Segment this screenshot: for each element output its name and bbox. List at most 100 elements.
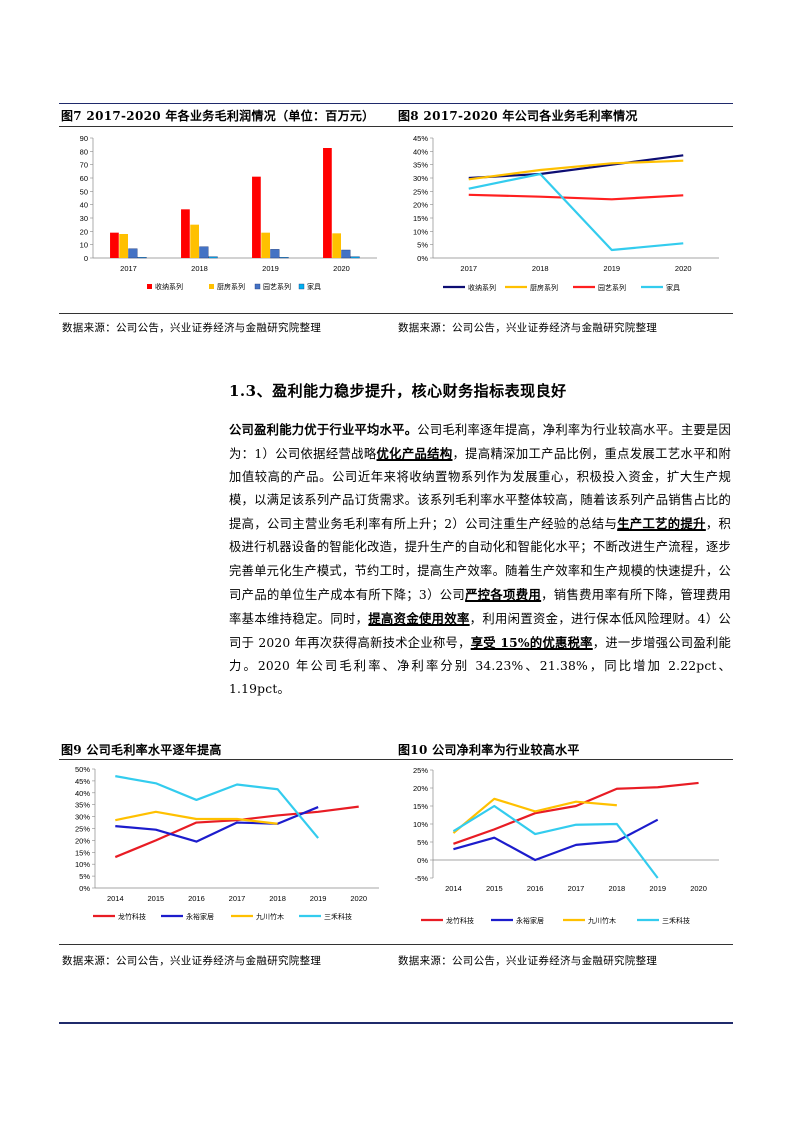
fig7-title: 图7 2017-2020 年各业务毛利润情况（单位：百万元） [61,109,375,123]
legend-label: 九川竹木 [256,912,284,921]
y-tick-label: 15% [75,848,90,857]
bar [332,233,341,258]
x-tick-label: 2018 [191,264,208,273]
bar [350,256,360,259]
highlight-capital-efficiency: 提高资金使用效率 [368,610,470,626]
y-tick-label: 50% [75,765,90,774]
legend-label: 收纳系列 [468,283,496,292]
y-tick-label: 40 [80,201,88,210]
y-tick-label: 50 [80,187,88,196]
highlight-cost-control: 严控各项费用 [465,586,542,602]
bar [119,234,128,258]
lead-sentence: 公司盈利能力优于行业平均水平。 [229,422,418,437]
series-line [453,781,699,845]
y-tick-label: 45% [75,777,90,786]
y-tick-label: 30 [80,214,88,223]
x-tick-label: 2019 [262,264,279,273]
fig10-source: 数据来源：公司公告，兴业证券经济与金融研究院整理 [398,955,658,967]
body-text-1: 公司毛利率逐年提高，净利率为行业较高水平。主要是因为：1）公司依据经营战略 [229,423,731,462]
fig9-chart: 0% 5% 10% 15% 20% 25% 30% 35% 40% 45% 50% 2014 2015 2… [75,765,379,921]
y-tick-label: 25% [413,187,428,196]
x-tick-label: 2016 [527,884,544,893]
highlight-process-improve: 生产工艺的提升 [617,516,706,532]
y-tick-label: 0% [417,856,428,865]
series-line [468,193,684,201]
legend-label: 永裕家居 [186,912,214,921]
legend-label: 收纳系列 [155,282,183,291]
series-line [468,159,684,181]
legend-swatch [147,284,152,289]
y-tick-label: 10 [80,241,88,250]
fig7-chart: 0 10 20 30 40 50 60 70 80 90 2017 2018 2019 2020 收纳系列 厨… [80,134,377,291]
bar [190,224,199,258]
body-text-6: ，进一步增强公司盈利能力。2020 年公司毛利率、净利率分别 34.23%、21… [229,635,732,697]
y-tick-label: 25% [413,766,428,775]
legend-label: 龙竹科技 [446,916,474,925]
legend-label: 九川竹木 [588,916,616,925]
x-tick-label: 2018 [609,884,626,893]
fig-title-rule-2 [59,759,733,760]
section-heading: 1.3、盈利能力稳步提升，核心财务指标表现良好 [229,382,567,400]
y-tick-label: 60 [80,174,88,183]
x-tick-label: 2017 [229,894,246,903]
series-line [468,154,684,180]
y-tick-label: 10% [413,227,428,236]
y-tick-label: 25% [75,825,90,834]
y-tick-label: 30% [413,174,428,183]
bar [323,148,332,258]
series-line [468,172,684,252]
bar [110,232,119,258]
y-tick-label: 45% [413,134,428,143]
x-tick-label: 2018 [269,894,286,903]
series-line [453,818,659,862]
x-tick-label: 2015 [486,884,503,893]
x-tick-label: 2020 [675,264,692,273]
x-tick-label: 2017 [120,264,137,273]
y-tick-label: 15% [413,214,428,223]
y-tick-label: 35% [413,161,428,170]
bar [252,176,261,258]
fig-title-rule [59,126,733,127]
fig-bottom-rule-2 [59,944,733,945]
series-line [114,805,359,859]
legend-label: 三禾科技 [662,916,690,925]
series-line [115,806,319,843]
bar [279,257,289,259]
x-tick-label: 2015 [148,894,165,903]
top-rule [59,103,733,104]
bar [199,246,209,259]
y-tick-label: 5% [79,872,90,881]
bar [128,248,138,259]
fig10-title: 图10 公司净利率为行业较高水平 [398,743,580,757]
footer-rule [59,1022,733,1024]
legend-swatch [209,284,214,289]
bar [270,249,280,259]
x-tick-label: 2019 [603,264,620,273]
y-tick-label: 40% [413,147,428,156]
y-tick-label: 20% [413,784,428,793]
legend-swatch [298,283,305,290]
x-tick-label: 2020 [333,264,350,273]
series-line [115,775,319,839]
y-tick-label: 35% [75,801,90,810]
y-tick-label: 70 [80,161,88,170]
legend-label: 家具 [666,283,680,292]
fig9-source: 数据来源：公司公告，兴业证券经济与金融研究院整理 [62,955,322,967]
y-tick-label: 10% [413,820,428,829]
bar [261,232,270,258]
fig8-chart: 0% 5% 10% 15% 20% 25% 30% 35% 40% 45% 2017 2018 2019… [413,134,719,292]
fig7-source: 数据来源：公司公告，兴业证券经济与金融研究院整理 [62,322,322,334]
x-tick-label: 2017 [568,884,585,893]
fig9-title: 图9 公司毛利率水平逐年提高 [61,743,222,757]
legend-label: 厨房系列 [217,282,245,291]
x-tick-label: 2020 [350,894,367,903]
body-paragraph: 公司盈利能力优于行业平均水平。公司毛利率逐年提高，净利率为行业较高水平。主要是因… [229,418,731,701]
y-tick-label: 0 [84,254,88,263]
x-tick-label: 2019 [310,894,327,903]
y-tick-label: 10% [75,860,90,869]
y-tick-label: 20 [80,227,88,236]
fig8-title: 图8 2017-2020 年公司各业务毛利率情况 [398,109,638,123]
x-tick-label: 2019 [649,884,666,893]
body-text-3: ，积极进行机器设备的智能化改造，提升生产的自动化和智能化水平；不断改进生产流程，… [229,517,731,602]
body-text-2: ，提高精深加工产品比例，重点发展工艺水平和附加值较高的产品。公司近年来将收纳置物… [229,447,731,532]
